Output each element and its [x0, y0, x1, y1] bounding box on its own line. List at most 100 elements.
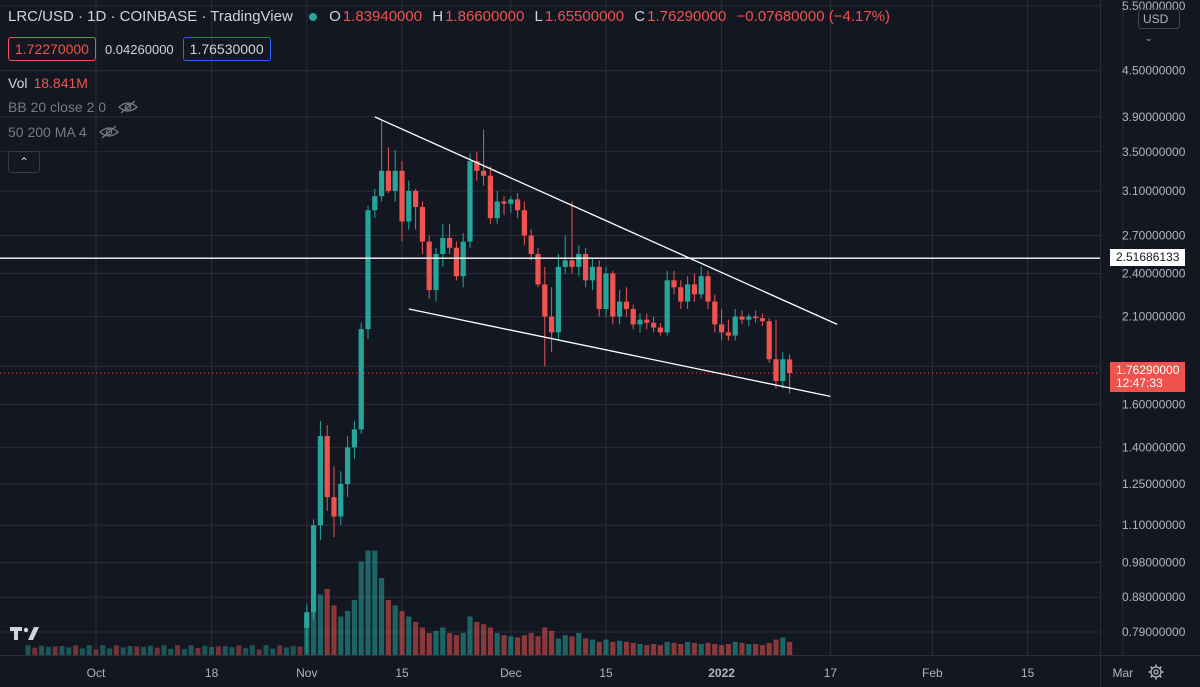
currency-select[interactable]: USD ⌄	[1138, 9, 1180, 43]
price-tick-label: 0.79000000	[1122, 625, 1186, 639]
buy-price-button[interactable]: 1.76530000	[182, 37, 271, 61]
volume-bar	[358, 561, 364, 655]
volume-bar	[181, 649, 187, 655]
time-tick-label: Dec	[500, 666, 521, 680]
volume-bar	[671, 642, 677, 655]
candle-body	[324, 436, 330, 498]
volume-bar	[222, 646, 228, 655]
symbol-title[interactable]: LRC/USD · 1D · COINBASE · TradingView	[8, 8, 293, 25]
ma-indicator[interactable]: 50 200 MA 4	[8, 124, 119, 142]
volume-bar	[746, 644, 752, 655]
last-price-value: 1.76290000	[1116, 363, 1180, 377]
volume-bar	[787, 641, 793, 655]
candle-body	[494, 201, 500, 219]
quote-row: 1.72270000 0.04260000 1.76530000	[8, 37, 271, 61]
time-tick-label: Nov	[296, 666, 317, 680]
volume-bar	[52, 646, 58, 655]
currency-label: USD	[1143, 12, 1169, 26]
volume-bar	[399, 611, 405, 655]
volume-bar	[440, 627, 446, 655]
candle-body	[467, 161, 473, 242]
candle-body	[474, 161, 480, 171]
volume-bar	[501, 635, 507, 655]
volume-indicator[interactable]: Vol 18.841M	[8, 75, 88, 91]
price-tick-label: 1.10000000	[1122, 518, 1186, 532]
volume-bar	[494, 633, 500, 655]
volume-bar	[127, 645, 133, 655]
volume-bar	[691, 642, 697, 655]
volume-bar	[39, 645, 45, 655]
volume-bar	[467, 616, 473, 655]
open-label: O	[329, 8, 341, 25]
volume-bar	[644, 645, 650, 655]
volume-bar	[508, 636, 514, 655]
open-value: 1.83940000	[342, 8, 423, 25]
volume-bar	[542, 627, 548, 655]
eye-off-icon[interactable]	[117, 100, 138, 117]
candle-body	[304, 612, 310, 628]
candle-body	[385, 170, 391, 191]
volume-bar	[59, 645, 65, 655]
time-axis[interactable]: Oct 18 Nov 15 Dec 15 2022 17 Feb 15 Mar	[0, 655, 1200, 681]
volume-bar	[766, 642, 772, 655]
volume-bar	[215, 646, 221, 655]
volume-bar	[195, 647, 201, 655]
volume-bar	[236, 645, 242, 655]
volume-bar	[657, 645, 663, 655]
volume-bar	[447, 633, 453, 655]
sell-price-button[interactable]: 1.72270000	[8, 37, 96, 61]
volume-bar	[351, 600, 357, 655]
candle-body	[610, 273, 616, 317]
volume-bar	[637, 644, 643, 655]
candle-body	[515, 199, 521, 211]
bb-indicator[interactable]: BB 20 close 2 0	[8, 99, 138, 117]
volume-bar	[311, 611, 317, 655]
drawings[interactable]	[0, 116, 1100, 398]
volume-bar	[576, 633, 582, 655]
candle-body	[678, 287, 684, 302]
volume-bar	[474, 622, 480, 655]
volume-bar	[188, 645, 194, 655]
price-tick-label: 0.88000000	[1122, 590, 1186, 604]
candle-body	[603, 273, 609, 310]
volume-bar	[141, 646, 147, 655]
volume-bar	[481, 624, 487, 655]
candle-body	[542, 284, 548, 317]
candle-body	[753, 316, 759, 319]
volume-bar	[549, 630, 555, 655]
price-axis[interactable]: 5.500000004.500000003.900000003.50000000…	[1100, 0, 1186, 687]
candle-body	[732, 316, 738, 336]
volume-bar	[154, 647, 160, 655]
price-tick-label: 4.50000000	[1122, 64, 1186, 78]
volume-bar	[107, 648, 113, 655]
volume-bar	[623, 641, 629, 655]
volume-bar	[521, 635, 527, 655]
volume-bar	[651, 644, 657, 655]
volume-bar	[229, 647, 235, 655]
candle-body	[664, 280, 670, 333]
gear-icon[interactable]	[1148, 664, 1164, 685]
candle-body	[358, 329, 364, 430]
volume-bar	[583, 638, 589, 655]
volume-bar	[202, 645, 208, 655]
collapse-legend-button[interactable]: ⌃	[8, 151, 40, 173]
volume-bar	[685, 641, 691, 655]
candle-body	[433, 253, 439, 291]
time-tick-label: Mar	[1112, 666, 1133, 680]
candle-body	[372, 196, 378, 211]
tradingview-logo-icon[interactable]	[10, 625, 40, 646]
candle-body	[345, 447, 351, 484]
candle-body	[746, 316, 752, 320]
candle-body	[719, 324, 725, 333]
volume-bar	[25, 645, 31, 655]
volume-bar	[297, 646, 303, 655]
candle-body	[521, 210, 527, 236]
eye-off-icon[interactable]	[98, 125, 119, 142]
volume-bar	[617, 640, 623, 655]
volume-bar	[168, 648, 174, 655]
time-tick-label: 2022	[708, 666, 735, 680]
candle-body	[562, 260, 568, 267]
volume-bar	[290, 645, 296, 655]
volume-bar	[392, 605, 398, 655]
